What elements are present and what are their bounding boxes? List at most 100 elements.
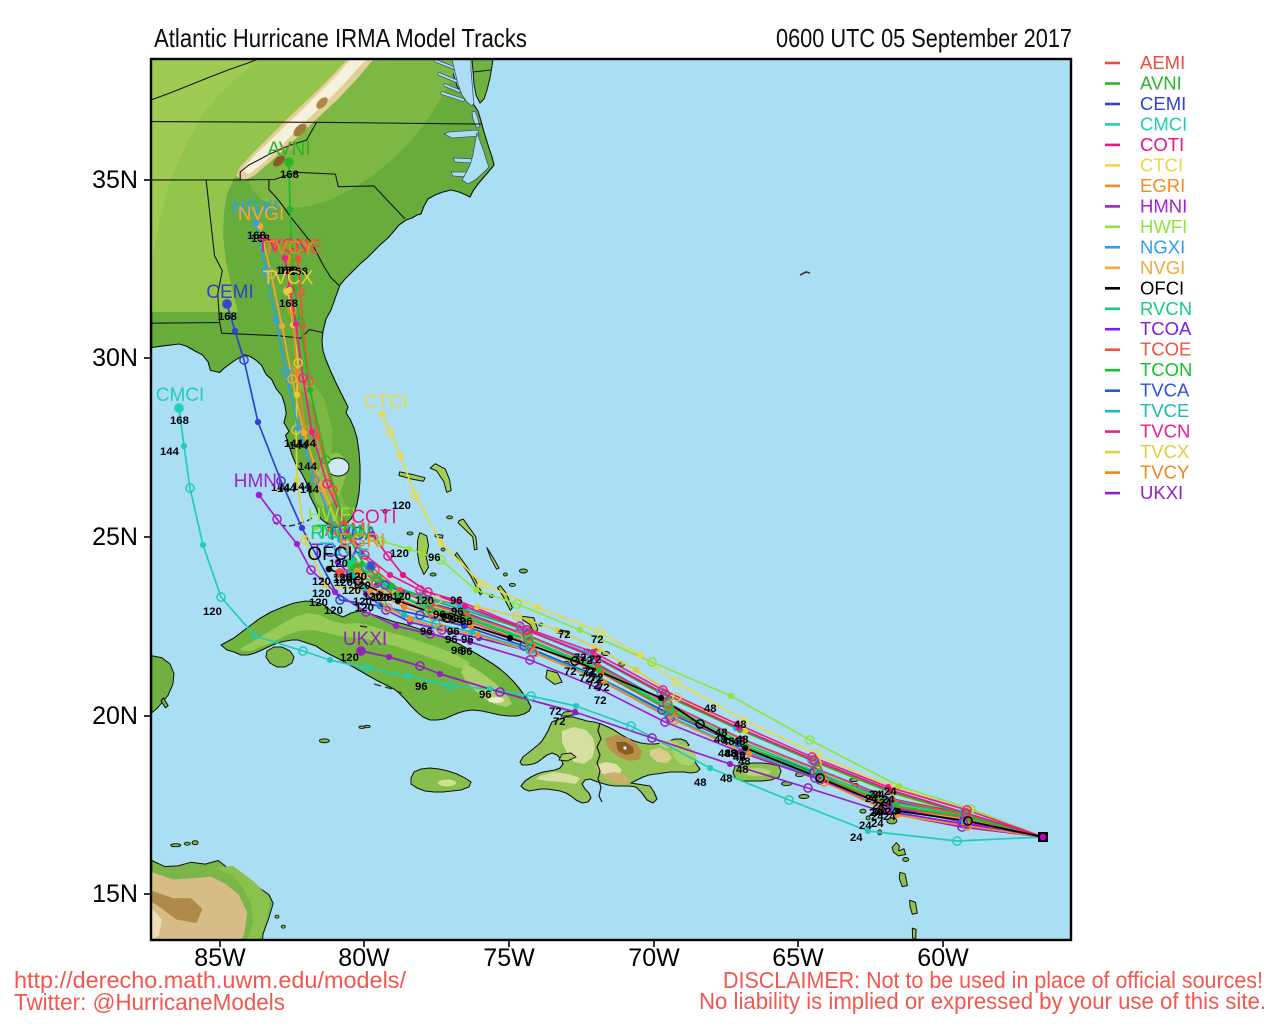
svg-text:144: 144 <box>284 438 304 450</box>
svg-text:NVGI: NVGI <box>1140 257 1185 278</box>
svg-text:TCOE: TCOE <box>1140 339 1191 360</box>
svg-text:48: 48 <box>704 703 717 715</box>
svg-text:120: 120 <box>340 652 359 664</box>
svg-text:Twitter: @HurricaneModels: Twitter: @HurricaneModels <box>14 989 285 1015</box>
svg-text:96: 96 <box>428 552 441 564</box>
svg-text:24: 24 <box>850 832 863 844</box>
svg-text:75W: 75W <box>483 944 535 972</box>
svg-text:96: 96 <box>420 626 433 638</box>
svg-text:AVNI: AVNI <box>268 139 311 160</box>
svg-text:24: 24 <box>871 807 884 819</box>
svg-text:72: 72 <box>558 629 571 641</box>
svg-text:48: 48 <box>725 748 738 760</box>
svg-text:96: 96 <box>461 634 474 646</box>
svg-text:TCON: TCON <box>317 522 371 543</box>
svg-text:144: 144 <box>160 446 180 458</box>
svg-text:48: 48 <box>736 764 749 776</box>
svg-text:96: 96 <box>447 626 460 638</box>
svg-text:TVCX: TVCX <box>1140 441 1189 462</box>
svg-text:120: 120 <box>333 574 352 586</box>
svg-text:24: 24 <box>871 811 884 823</box>
svg-text:0600 UTC 05 September 2017: 0600 UTC 05 September 2017 <box>776 23 1072 53</box>
svg-text:25N: 25N <box>92 523 138 551</box>
svg-text:NGXI: NGXI <box>1140 236 1185 257</box>
svg-text:120: 120 <box>355 602 374 614</box>
svg-text:DISCLAIMER: Not to be used in: DISCLAIMER: Not to be used in place of o… <box>723 967 1263 993</box>
svg-text:48: 48 <box>722 736 735 748</box>
svg-text:120: 120 <box>348 571 367 583</box>
svg-text:72: 72 <box>580 655 593 667</box>
svg-text:24: 24 <box>865 793 878 805</box>
svg-text:120: 120 <box>390 548 409 560</box>
svg-text:RVCN: RVCN <box>310 523 364 544</box>
svg-text:OFCI: OFCI <box>1140 277 1184 298</box>
svg-text:168: 168 <box>247 230 266 242</box>
svg-text:OFCI: OFCI <box>307 544 352 565</box>
svg-text:35N: 35N <box>92 166 138 194</box>
svg-text:144: 144 <box>292 481 312 493</box>
svg-text:168: 168 <box>251 233 270 245</box>
svg-text:96: 96 <box>445 634 458 646</box>
svg-text:120: 120 <box>392 591 411 603</box>
svg-text:168: 168 <box>218 311 237 323</box>
svg-text:24: 24 <box>883 811 896 823</box>
svg-text:48: 48 <box>715 727 728 739</box>
svg-text:TVCN: TVCN <box>257 236 309 257</box>
svg-text:CTCI: CTCI <box>1140 154 1183 175</box>
svg-text:CTCI: CTCI <box>364 392 408 413</box>
svg-text:HWFI: HWFI <box>1140 216 1187 237</box>
svg-text:120: 120 <box>309 597 328 609</box>
svg-text:120: 120 <box>352 580 371 592</box>
svg-text:TCOA: TCOA <box>1140 318 1192 339</box>
svg-text:Atlantic Hurricane IRMA Model: Atlantic Hurricane IRMA Model Tracks <box>154 23 527 53</box>
svg-text:72: 72 <box>564 666 577 678</box>
svg-text:20N: 20N <box>92 702 138 730</box>
svg-text:HMNI: HMNI <box>234 471 283 492</box>
svg-text:72: 72 <box>549 706 562 718</box>
svg-text:168: 168 <box>279 265 298 277</box>
svg-text:24: 24 <box>871 818 884 830</box>
svg-text:120: 120 <box>392 500 411 512</box>
svg-text:96: 96 <box>460 616 473 628</box>
svg-text:96: 96 <box>415 681 428 693</box>
svg-text:24: 24 <box>875 806 888 818</box>
svg-text:120: 120 <box>374 592 393 604</box>
svg-text:72: 72 <box>582 666 595 678</box>
svg-text:CEMI: CEMI <box>1140 93 1186 114</box>
svg-text:48: 48 <box>724 748 737 760</box>
svg-text:48: 48 <box>733 752 746 764</box>
svg-text:96: 96 <box>479 689 492 701</box>
svg-text:120: 120 <box>334 577 353 589</box>
svg-text:144: 144 <box>297 438 317 450</box>
svg-text:COTI: COTI <box>1140 134 1184 155</box>
svg-text:HWFI: HWFI <box>308 505 357 526</box>
svg-text:24: 24 <box>869 807 882 819</box>
svg-text:TVCY: TVCY <box>1140 462 1189 483</box>
svg-text:72: 72 <box>597 682 610 694</box>
svg-text:72: 72 <box>594 695 607 707</box>
svg-text:80W: 80W <box>338 944 390 972</box>
svg-text:120: 120 <box>363 591 382 603</box>
svg-text:72: 72 <box>589 674 602 686</box>
svg-text:TVCA: TVCA <box>327 524 378 545</box>
svg-text:NVGI: NVGI <box>238 204 284 225</box>
svg-text:96: 96 <box>441 611 454 623</box>
svg-text:CEMI: CEMI <box>206 282 254 303</box>
svg-text:UKXI: UKXI <box>1140 482 1183 503</box>
svg-text:85W: 85W <box>194 944 246 972</box>
svg-text:HMNI: HMNI <box>1140 195 1187 216</box>
svg-text:96: 96 <box>460 646 473 658</box>
svg-text:96: 96 <box>433 609 446 621</box>
svg-text:CMCI: CMCI <box>156 385 205 406</box>
svg-text:http://derecho.math.uwm.edu/mo: http://derecho.math.uwm.edu/models/ <box>14 967 407 993</box>
svg-text:UKXI: UKXI <box>343 629 387 650</box>
svg-text:48: 48 <box>734 719 747 731</box>
svg-text:96: 96 <box>453 613 466 625</box>
svg-text:144: 144 <box>271 482 291 494</box>
svg-text:30N: 30N <box>92 344 138 372</box>
svg-text:120: 120 <box>203 606 222 618</box>
svg-text:EGRI: EGRI <box>1140 175 1185 196</box>
svg-text:120: 120 <box>415 595 434 607</box>
svg-text:120: 120 <box>333 572 352 584</box>
svg-text:AVNI: AVNI <box>1140 73 1182 94</box>
